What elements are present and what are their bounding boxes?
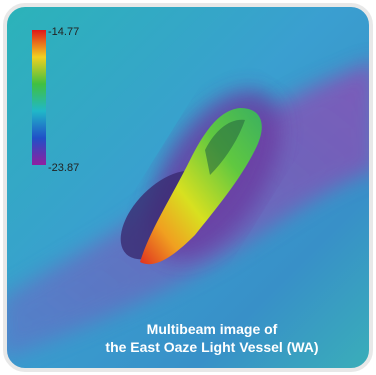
sonar-image <box>0 0 376 375</box>
color-bar <box>32 30 46 165</box>
caption-line: Multibeam image of <box>147 321 278 337</box>
color-bar-bottom-label: -23.87 <box>48 162 79 174</box>
caption-line: the East Oaze Light Vessel (WA) <box>105 339 318 355</box>
screenshot: -14.77 -23.87 Multibeam image of the Eas… <box>0 0 376 375</box>
color-bar-top-label: -14.77 <box>48 26 79 38</box>
